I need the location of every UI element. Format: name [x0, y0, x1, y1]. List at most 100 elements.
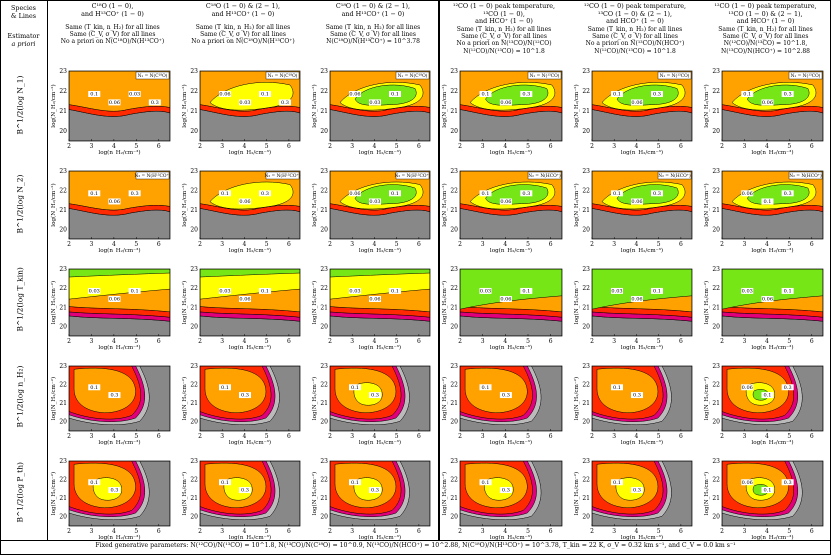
contour-band	[460, 269, 562, 309]
panel-frame	[591, 70, 693, 142]
panel-frame	[459, 268, 563, 337]
x-tick-label: 6	[549, 528, 553, 535]
x-tick-label: 5	[395, 241, 399, 248]
contour-label-bg	[389, 190, 401, 197]
contour-panel: 2 3 4 5 620212223log(n_H₂/cm⁻³)log(N_H₂/cm⁻²…	[181, 68, 301, 155]
contour-value-label: 0.03	[369, 199, 380, 205]
contour-label-bg	[781, 91, 794, 97]
y-tick-label: 22	[320, 382, 328, 389]
x-tick-label: 4	[635, 241, 639, 248]
contour-value-label: 0.1	[131, 288, 139, 294]
x-axis-label: log(n_H₂/cm⁻³)	[229, 247, 271, 253]
x-tick-label: 4	[243, 338, 247, 345]
contour-value-label: 0.03	[369, 100, 380, 106]
y-tick-label: 23	[190, 266, 198, 273]
contour-label-bg	[148, 99, 161, 106]
contour-value-label: 0.3	[261, 191, 269, 197]
y-tick-label: 21	[582, 495, 590, 502]
x-axis-label: log(n_H₂/cm⁻³)	[751, 534, 793, 540]
y-tick-label: 20	[582, 514, 590, 521]
contour-band	[330, 269, 430, 277]
y-tick-label: 23	[582, 266, 590, 273]
contour-label-bg	[349, 479, 361, 486]
x-tick-label: 5	[395, 143, 399, 150]
column-header: C¹⁸O (1 − 0), and H¹³CO⁺ (1 − 0)	[47, 2, 178, 18]
contour-band	[74, 368, 136, 413]
x-tick-label: 2	[720, 338, 724, 345]
contour-value-label: 0.03	[89, 288, 100, 294]
x-axis-label: log(n_H₂/cm⁻³)	[229, 534, 271, 540]
contour-label-bg	[88, 384, 101, 391]
contour-panel: 2 3 4 5 620212223log(n_H₂/cm⁻³)log(N_H₂/cm⁻²…	[441, 68, 563, 155]
contour-label-bg	[631, 295, 643, 302]
panel-frame	[199, 268, 301, 337]
x-tick-label: 2	[590, 528, 594, 535]
contour-label-bg	[611, 479, 623, 486]
y-tick-label: 23	[59, 168, 67, 175]
x-tick-label: 4	[243, 528, 247, 535]
contour-value-label: 0.1	[221, 480, 229, 486]
y-tick-label: 20	[712, 419, 720, 426]
contour-value-label: 0.1	[613, 191, 621, 197]
panel-frame	[329, 365, 431, 432]
contour-value-label: 0.3	[633, 393, 641, 399]
x-tick-label: 4	[635, 528, 639, 535]
panel-tag-text: N₁ = N(¹³CO)	[660, 73, 690, 79]
y-tick-label: 23	[59, 363, 67, 370]
x-tick-label: 4	[765, 433, 769, 440]
row-estimator-label: B^1/2(log n_H₂)	[15, 365, 25, 427]
y-tick-label: 22	[582, 187, 590, 194]
col-divider	[47, 0, 48, 540]
contour-value-label: 0.3	[241, 488, 249, 494]
x-tick-label: 5	[787, 143, 791, 150]
y-axis-label: log(N_H₂/cm⁻²)	[311, 183, 318, 226]
y-axis-label: log(N_H₂/cm⁻²)	[573, 84, 580, 127]
x-axis-label: log(n_H₂/cm⁻³)	[621, 149, 663, 155]
y-tick-label: 21	[712, 495, 720, 502]
estimator-text: Same (T_kin, n_H₂) for all lines Same (C_…	[47, 24, 178, 46]
y-tick-label: 22	[450, 187, 458, 194]
contour-label-bg	[611, 190, 623, 197]
contour-band	[69, 269, 170, 277]
x-tick-label: 4	[112, 143, 116, 150]
contour-label-bg	[781, 287, 794, 294]
y-axis-label: log(N_H₂/cm⁻²)	[441, 84, 448, 127]
row-estimator-label: B^1/2(log T_kin)	[15, 266, 25, 331]
y-tick-label: 22	[190, 477, 198, 484]
contour-value-label: 0.06	[109, 100, 120, 106]
contour-label-bg	[259, 91, 271, 97]
x-tick-label: 5	[395, 433, 399, 440]
x-tick-label: 2	[67, 143, 71, 150]
contour-label-bg	[761, 99, 774, 106]
x-tick-label: 2	[328, 143, 332, 150]
x-tick-label: 5	[526, 433, 530, 440]
estimator-line: N(C¹⁸O)/N(H¹³CO⁺) = 10^3.78	[326, 38, 420, 46]
y-tick-label: 23	[190, 68, 198, 75]
x-tick-label: 6	[810, 528, 814, 535]
x-tick-label: 5	[265, 241, 269, 248]
estimator-line: Same (C_V, σ_V) for all lines	[461, 33, 547, 41]
y-tick-label: 22	[320, 88, 328, 95]
y-tick-label: 20	[59, 128, 67, 135]
contour-label-bg	[611, 287, 623, 294]
y-tick-label: 20	[582, 226, 590, 233]
contour-label-bg	[631, 99, 643, 106]
contour-label-bg	[259, 287, 271, 294]
contour-label-bg	[88, 190, 101, 197]
contour-value-label: 0.06	[219, 92, 230, 98]
panel-frame	[329, 70, 431, 142]
y-tick-label: 20	[190, 128, 198, 135]
panel-frame	[459, 70, 563, 142]
estimator-line: No a priori on N(¹³CO)/N(¹²CO)	[456, 40, 552, 48]
estimator-line: Same (T_kin, n_H₂) for all lines	[325, 24, 421, 31]
y-axis-label: log(N_H₂/cm⁻²)	[50, 183, 57, 226]
estimator-line: Same (T_kin, n_H₂) for all lines	[456, 26, 552, 33]
y-axis-label: log(N_H₂/cm⁻²)	[181, 377, 188, 420]
contour-value-label: 0.3	[784, 92, 792, 98]
panel-tag-text: N₂ = N(HCO⁺)	[789, 173, 822, 179]
estimator-line: N(¹²CO)/N(¹³CO) = 10^1.8	[594, 47, 676, 55]
contour-panel: 2 3 4 5 620212223log(n_H₂/cm⁻³)log(N_H₂/cm⁻²…	[50, 168, 171, 253]
estimator-line: Same (C_V, σ_V) for all lines	[592, 33, 678, 41]
x-tick-label: 5	[395, 338, 399, 345]
y-tick-label: 23	[450, 363, 458, 370]
